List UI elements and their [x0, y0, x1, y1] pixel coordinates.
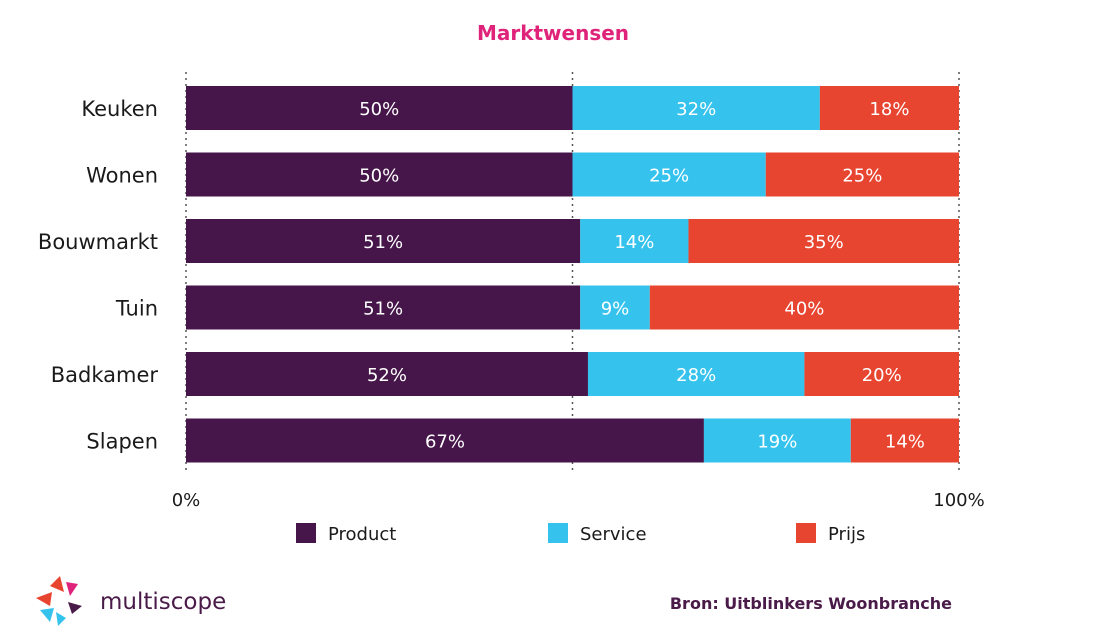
multiscope-logo-icon: [36, 576, 82, 626]
data-label: 50%: [359, 166, 399, 187]
data-label: 40%: [784, 299, 824, 320]
x-tick-label: 100%: [933, 490, 984, 511]
bar-segment-product: [186, 352, 588, 396]
legend-swatch-product: [296, 523, 316, 543]
source-note: Bron: Uitblinkers Woonbranche: [670, 594, 952, 613]
bar-segment-service: [572, 152, 766, 197]
bar-segment-service: [587, 352, 805, 396]
data-label: 25%: [842, 166, 882, 187]
data-label: 14%: [885, 432, 925, 453]
bar-segment-service: [703, 418, 851, 463]
x-tick-label: 0%: [172, 490, 201, 511]
data-label: 14%: [614, 232, 654, 253]
legend-label-prijs: Prijs: [828, 524, 865, 545]
category-label: Wonen: [86, 164, 158, 188]
data-label: 18%: [869, 99, 909, 120]
category-label: Slapen: [86, 430, 158, 454]
bar-segment-prijs: [765, 152, 959, 197]
bar-segment-prijs: [804, 352, 959, 396]
bar-segment-prijs: [649, 285, 959, 330]
data-label: 25%: [649, 166, 689, 187]
category-label: Tuin: [115, 297, 158, 321]
data-label: 67%: [425, 432, 465, 453]
data-label: 35%: [804, 232, 844, 253]
bar-segment-prijs: [688, 219, 959, 263]
bar-segment-product: [186, 86, 573, 130]
legend-label-service: Service: [580, 524, 647, 545]
bar-segment-service: [580, 219, 689, 263]
legend-swatch-prijs: [796, 523, 816, 543]
bar-segment-service: [572, 86, 820, 130]
data-label: 20%: [862, 365, 902, 386]
data-label: 28%: [676, 365, 716, 386]
bars: 50% 32% 18% 50% 25% 25% 51% 14% 35% 51% 9% 40% 52% 28…: [186, 86, 959, 463]
data-label: 51%: [363, 299, 403, 320]
bar-segment-service: [580, 285, 650, 330]
category-label: Badkamer: [51, 363, 159, 387]
data-label: 52%: [367, 365, 407, 386]
bar-segment-prijs: [850, 418, 959, 463]
chart-title: Marktwensen: [477, 21, 629, 45]
bar-segment-product: [186, 418, 704, 463]
data-label: 51%: [363, 232, 403, 253]
bar-segment-product: [186, 152, 573, 197]
category-labels: Keuken Wonen Bouwmarkt Tuin Badkamer Slapen: [38, 97, 158, 454]
logo-text: multiscope: [100, 589, 226, 615]
data-label: 19%: [757, 432, 797, 453]
category-label: Bouwmarkt: [38, 230, 158, 254]
gridlines: [185, 72, 960, 472]
data-label: 9%: [601, 299, 630, 320]
legend: Product Service Prijs: [296, 523, 865, 545]
legend-swatch-service: [548, 523, 568, 543]
category-label: Keuken: [81, 97, 158, 121]
data-label: 50%: [359, 99, 399, 120]
bar-segment-product: [186, 219, 581, 263]
bar-segment-prijs: [819, 86, 959, 130]
data-label: 32%: [676, 99, 716, 120]
legend-label-product: Product: [328, 524, 396, 545]
x-axis-ticks: 0% 100%: [172, 490, 985, 511]
bar-segment-product: [186, 285, 581, 330]
